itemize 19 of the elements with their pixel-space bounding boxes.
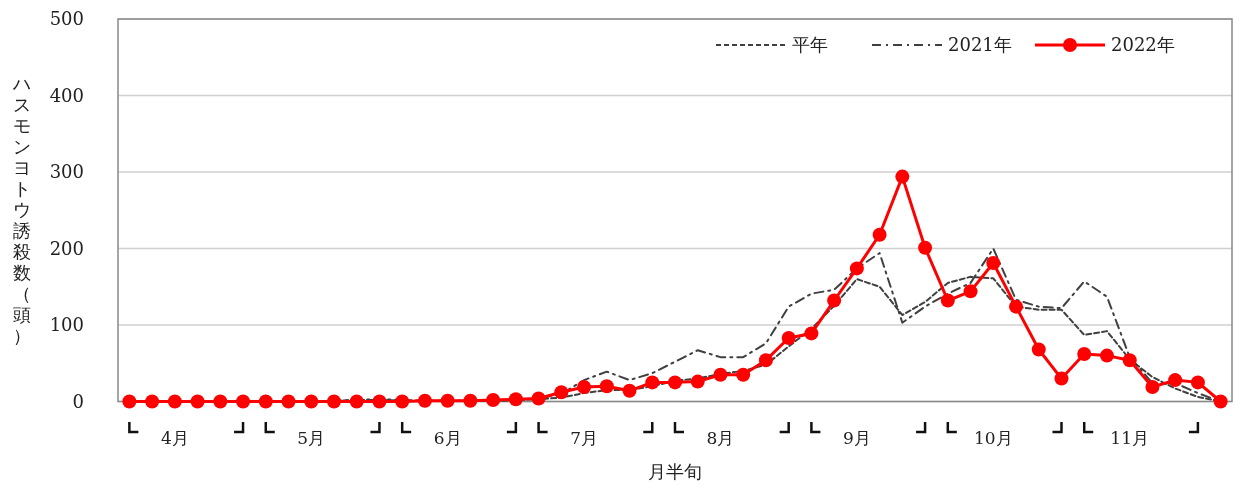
y-tick-label: 100 xyxy=(49,314,84,335)
y-tick-label: 400 xyxy=(49,84,84,106)
x-tick-label: 11月 xyxy=(1110,428,1150,448)
x-tick-label: 5月 xyxy=(297,428,326,448)
y-tick-label: 500 xyxy=(49,8,84,29)
x-tick-label: 9月 xyxy=(842,428,871,448)
legend-label: 2022年 xyxy=(1111,34,1175,55)
y-tick-label: 300 xyxy=(49,161,84,182)
legend-label: 平年 xyxy=(792,34,828,55)
x-axis-title: 月半旬 xyxy=(648,461,702,482)
y-tick-label: 200 xyxy=(49,237,84,259)
x-tick-label: 8月 xyxy=(706,428,735,448)
x-tick-label: 4月 xyxy=(160,428,189,448)
x-tick-label: 7月 xyxy=(570,428,598,448)
legend-label: 2021年 xyxy=(948,34,1012,55)
x-tick-label: 6月 xyxy=(433,428,462,448)
text: ハスモンヨトウ誘殺数（頭） xyxy=(13,73,31,347)
y-tick-label: 0 xyxy=(72,390,84,412)
x-tick-label: 10月 xyxy=(973,428,1013,448)
